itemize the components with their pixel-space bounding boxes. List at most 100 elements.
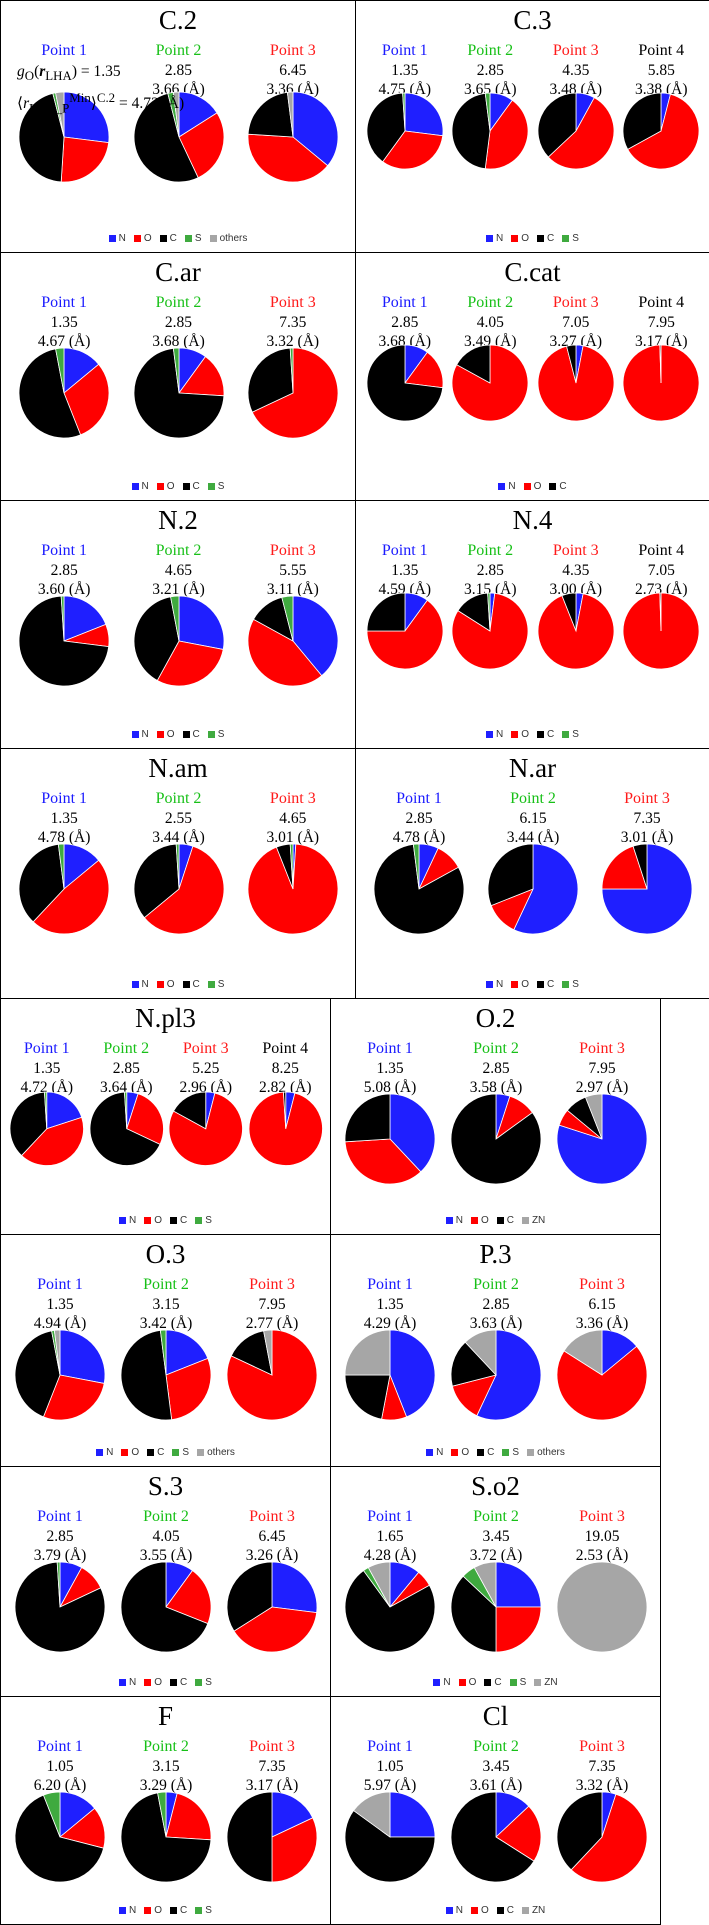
- pie-slice-s: [412, 843, 420, 890]
- pie-chart: [247, 347, 339, 439]
- legend-item: O: [451, 1447, 469, 1458]
- legend-label: ZN: [531, 1905, 546, 1916]
- g-value: 2.85: [482, 1296, 510, 1313]
- legend-swatch: [486, 980, 494, 988]
- legend-label: S: [205, 1677, 212, 1688]
- pie-slice-s: [289, 843, 294, 890]
- pie-slice-c: [89, 1091, 161, 1167]
- r-value: 3.38 (Å): [634, 81, 688, 98]
- point-label: Point 3: [579, 1738, 625, 1755]
- pie-slice-o: [451, 344, 529, 422]
- panel-o-3: O.3 Point 1 1.35 4.94 (Å) Point 2 3.15 3.42 (Å…: [0, 1234, 331, 1467]
- legend-label: S: [205, 1905, 212, 1916]
- point-label: Point 2: [473, 1508, 519, 1525]
- legend-swatch: [451, 1448, 459, 1456]
- legend-swatch: [156, 730, 164, 738]
- point-column: Point 4 8.25 2.82 (Å): [246, 1039, 326, 1097]
- pie-slice-c: [173, 1091, 207, 1130]
- g-value: 1.35: [391, 562, 419, 579]
- g-value: 4.35: [562, 562, 590, 579]
- g-value: 3.15: [152, 1758, 180, 1775]
- legend-swatch: [170, 1906, 178, 1914]
- g-value: 1.65: [376, 1528, 404, 1545]
- panel-c-2: C.2 Point 1 Point 2 2.85 3.66 (Å) Point 3 6.45…: [0, 0, 356, 253]
- g-value: 7.95: [258, 1296, 286, 1313]
- pie-slice-c: [14, 1330, 61, 1418]
- legend-item: ZN: [521, 1215, 545, 1226]
- point-label: Point 3: [624, 790, 670, 807]
- legend-item: O: [144, 1677, 162, 1688]
- r-value: 3.00 (Å): [549, 581, 603, 598]
- legend-label: S: [217, 729, 225, 740]
- point-label: Point 1: [37, 1508, 83, 1525]
- point-label: Point 1: [41, 42, 88, 59]
- pie-slice-s: [60, 595, 65, 642]
- r-value: 3.11 (Å): [266, 581, 319, 598]
- pie-slice-o: [547, 97, 615, 170]
- pie-slice-s: [172, 347, 179, 394]
- g-value: 7.05: [562, 314, 590, 331]
- legend-label: C: [169, 233, 177, 244]
- legend-item: N: [119, 1905, 136, 1916]
- point-label: Point 3: [552, 294, 599, 311]
- legend-label: S: [205, 1215, 212, 1226]
- panel-n-am: N.am Point 1 1.35 4.78 (Å) Point 2 2.55 3.44 (…: [0, 748, 356, 999]
- legend-item: C: [182, 481, 200, 492]
- legend-label: O: [154, 1905, 163, 1916]
- pie-chart: [14, 1329, 106, 1421]
- pie-slice-o: [156, 640, 224, 687]
- point-label: Point 3: [269, 42, 316, 59]
- pie-chart: [450, 1561, 542, 1653]
- legend-label: O: [468, 1677, 477, 1688]
- legend-swatch: [496, 1216, 504, 1224]
- legend-item: O: [121, 1447, 139, 1458]
- panel-s-o2: S.o2 Point 1 1.65 4.28 (Å) Point 2 3.45 3.72 (…: [330, 1466, 661, 1697]
- legend-swatch: [484, 1678, 492, 1686]
- r-value: 2.73 (Å): [634, 581, 688, 598]
- legend-label: S: [572, 729, 579, 740]
- pie-chart: [450, 1329, 542, 1421]
- pie-slice-o: [125, 1093, 164, 1146]
- g-value: 1.35: [391, 62, 419, 79]
- legend-item: O: [523, 481, 541, 492]
- pie-chart: [248, 1091, 323, 1167]
- r-value: 3.01 (Å): [266, 829, 320, 846]
- point-column: Point 4 5.85 3.38 (Å): [619, 41, 705, 99]
- legend-label: S: [512, 1447, 520, 1458]
- g-value: 6.45: [279, 62, 307, 79]
- legend-item: N: [486, 233, 503, 244]
- g-value: 2.55: [164, 810, 193, 827]
- point-column: Point 3 7.35 3.17 (Å): [219, 1737, 325, 1795]
- pie-slice-n: [63, 595, 107, 642]
- point-column: Point 1 2.85 3.79 (Å): [7, 1507, 113, 1565]
- legend-label: O: [131, 1447, 140, 1458]
- pie-chart: [226, 1329, 318, 1421]
- legend-label: C: [180, 1905, 188, 1916]
- legend-swatch: [147, 1448, 155, 1456]
- legend-swatch: [521, 1906, 529, 1914]
- pie-slice-c: [133, 596, 179, 681]
- legend-item: others: [209, 233, 247, 244]
- r-value: 3.42 (Å): [139, 1315, 193, 1332]
- point-label: Point 4: [638, 42, 685, 59]
- panel-title: C.ar: [155, 257, 201, 287]
- point-column: Point 2 3.15 3.29 (Å): [113, 1737, 219, 1795]
- point-column: Point 2 6.15 3.44 (Å): [476, 789, 590, 847]
- g-value: 2.85: [112, 1060, 140, 1077]
- legend-swatch: [172, 1448, 180, 1456]
- r-value: 4.78 (Å): [37, 829, 91, 846]
- legend-item: S: [195, 1677, 212, 1688]
- point-label: Point 3: [269, 294, 316, 311]
- r-value: 2.97 (Å): [575, 1079, 629, 1096]
- panel-f: F Point 1 1.05 6.20 (Å) Point 2 3.15 3.29 (Å) P…: [0, 1696, 331, 1925]
- pie-slice-c: [14, 1561, 106, 1653]
- pie-slice-n: [495, 1561, 542, 1608]
- legend-label: C: [487, 1447, 495, 1458]
- pie-slice-zn: [584, 1093, 603, 1140]
- point-label: Point 3: [269, 542, 316, 559]
- point-label: Point 2: [143, 1738, 189, 1755]
- pie-slice-c: [659, 592, 662, 632]
